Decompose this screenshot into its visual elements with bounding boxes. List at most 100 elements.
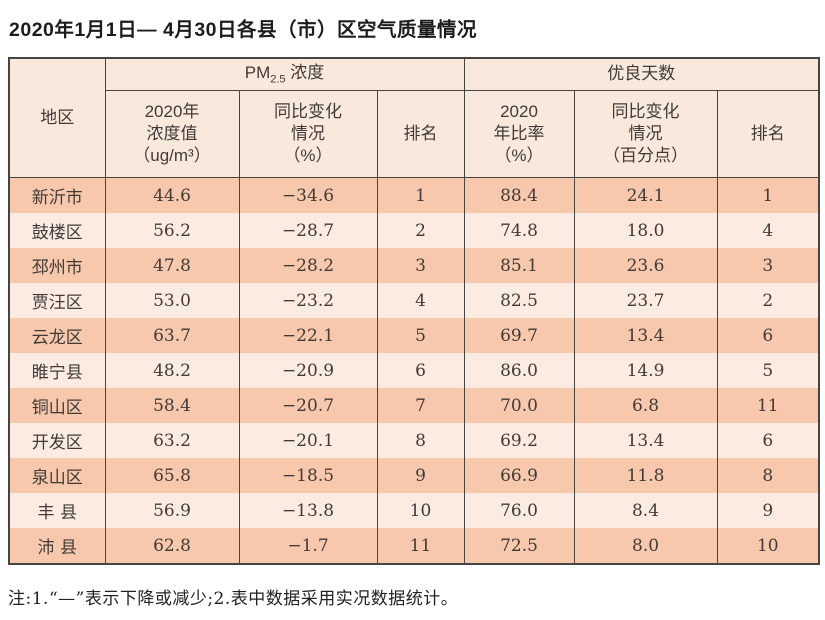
cell-goodday-rank: 8	[716, 458, 820, 493]
cell-pm25-change: −34.6	[238, 177, 378, 213]
cell-pm25-change: −28.7	[238, 213, 378, 248]
cell-goodday-ratio: 69.2	[463, 423, 575, 458]
cell-region: 睢宁县	[8, 353, 106, 388]
cell-goodday-change: 18.0	[573, 213, 718, 248]
cell-pm25-value: 58.4	[104, 388, 240, 423]
cell-goodday-change: 24.1	[573, 177, 718, 213]
pm25-label-subscript: 2.5	[270, 73, 286, 86]
cell-pm25-change: −18.5	[238, 458, 378, 493]
cell-pm25-value: 65.8	[104, 458, 240, 493]
cell-goodday-ratio: 72.5	[463, 528, 575, 564]
cell-region: 贾汪区	[8, 283, 106, 318]
cell-pm25-rank: 1	[376, 177, 465, 213]
cell-pm25-value: 63.7	[104, 318, 240, 353]
cell-goodday-rank: 10	[716, 528, 820, 564]
table-header: 地区 PM2.5 浓度 优良天数 2020年 浓度值 （ug/m³） 同比变化 …	[8, 57, 820, 178]
cell-goodday-ratio: 74.8	[463, 213, 575, 248]
table-row: 泉山区 65.8 −18.5 9 66.9 11.8 8	[8, 458, 820, 493]
cell-goodday-change: 8.4	[573, 493, 718, 528]
cell-goodday-ratio: 70.0	[463, 388, 575, 423]
table-row: 铜山区 58.4 −20.7 7 70.0 6.8 11	[8, 388, 820, 423]
cell-goodday-ratio: 66.9	[463, 458, 575, 493]
cell-goodday-change: 23.6	[573, 248, 718, 283]
cell-goodday-rank: 3	[716, 248, 820, 283]
cell-goodday-rank: 5	[716, 353, 820, 388]
cell-pm25-value: 62.8	[104, 528, 240, 564]
cell-pm25-change: −20.7	[238, 388, 378, 423]
footnote: 注:1.“—”表示下降或减少;2.表中数据采用实况数据统计。	[8, 589, 459, 609]
table-row: 丰 县 56.9 −13.8 10 76.0 8.4 9	[8, 493, 820, 528]
cell-pm25-rank: 8	[376, 423, 465, 458]
cell-region: 沛 县	[8, 528, 106, 564]
cell-pm25-change: −20.9	[238, 353, 378, 388]
cell-pm25-rank: 10	[376, 493, 465, 528]
cell-goodday-ratio: 85.1	[463, 248, 575, 283]
cell-pm25-value: 56.2	[104, 213, 240, 248]
table-row: 邳州市 47.8 −28.2 3 85.1 23.6 3	[8, 248, 820, 283]
cell-goodday-ratio: 82.5	[463, 283, 575, 318]
cell-goodday-ratio: 88.4	[463, 177, 575, 213]
table-row: 贾汪区 53.0 −23.2 4 82.5 23.7 2	[8, 283, 820, 318]
group-header-row: 地区 PM2.5 浓度 优良天数	[8, 57, 820, 178]
cell-region: 鼓楼区	[8, 213, 106, 248]
cell-region: 邳州市	[8, 248, 106, 283]
cell-goodday-rank: 2	[716, 283, 820, 318]
cell-pm25-change: −1.7	[238, 528, 378, 564]
cell-goodday-change: 13.4	[573, 423, 718, 458]
cell-region: 新沂市	[8, 177, 106, 213]
table-row: 沛 县 62.8 −1.7 11 72.5 8.0 10	[8, 528, 820, 564]
col-header-pm25-rank: 排名	[376, 90, 465, 178]
cell-pm25-rank: 11	[376, 528, 465, 564]
cell-pm25-rank: 4	[376, 283, 465, 318]
table-row: 睢宁县 48.2 −20.9 6 86.0 14.9 5	[8, 353, 820, 388]
cell-region: 铜山区	[8, 388, 106, 423]
cell-pm25-rank: 5	[376, 318, 465, 353]
cell-region: 丰 县	[8, 493, 106, 528]
col-header-region: 地区	[8, 57, 106, 178]
cell-pm25-rank: 7	[376, 388, 465, 423]
table-row: 开发区 63.2 −20.1 8 69.2 13.4 6	[8, 423, 820, 458]
cell-goodday-rank: 9	[716, 493, 820, 528]
pm25-label-suffix: 浓度	[285, 63, 325, 83]
pm25-label-prefix: PM	[244, 63, 271, 83]
col-header-pm25-change: 同比变化 情况 （%）	[238, 90, 378, 178]
cell-goodday-rank: 6	[716, 318, 820, 353]
table-row: 新沂市 44.6 −34.6 1 88.4 24.1 1	[8, 177, 820, 213]
cell-region: 开发区	[8, 423, 106, 458]
cell-region: 泉山区	[8, 458, 106, 493]
cell-goodday-change: 23.7	[573, 283, 718, 318]
sub-header-row: 2020年 浓度值 （ug/m³） 同比变化 情况 （%） 排名 2020 年比…	[9, 90, 820, 178]
cell-goodday-change: 13.4	[573, 318, 718, 353]
cell-pm25-change: −22.1	[238, 318, 378, 353]
cell-goodday-ratio: 69.7	[463, 318, 575, 353]
table-row: 鼓楼区 56.2 −28.7 2 74.8 18.0 4	[8, 213, 820, 248]
col-header-goodday-change: 同比变化 情况 （百分点）	[573, 90, 718, 178]
cell-pm25-value: 53.0	[104, 283, 240, 318]
table-row: 云龙区 63.7 −22.1 5 69.7 13.4 6	[8, 318, 820, 353]
page-title: 2020年1月1日— 4月30日各县（市）区空气质量情况	[9, 19, 478, 41]
cell-goodday-change: 6.8	[573, 388, 718, 423]
table-body: 新沂市 44.6 −34.6 1 88.4 24.1 1 鼓楼区 56.2 −28.7 2 74.8 1…	[8, 177, 820, 564]
cell-pm25-rank: 2	[376, 213, 465, 248]
col-group-good-days: 优良天数	[463, 57, 820, 91]
cell-goodday-rank: 11	[716, 388, 820, 423]
cell-pm25-rank: 9	[376, 458, 465, 493]
cell-pm25-value: 48.2	[104, 353, 240, 388]
col-header-goodday-rank: 排名	[716, 90, 820, 178]
cell-pm25-value: 56.9	[104, 493, 240, 528]
cell-pm25-change: −23.2	[238, 283, 378, 318]
cell-pm25-rank: 3	[376, 248, 465, 283]
cell-goodday-change: 14.9	[573, 353, 718, 388]
cell-pm25-value: 44.6	[104, 177, 240, 213]
air-quality-table: 地区 PM2.5 浓度 优良天数 2020年 浓度值 （ug/m³） 同比变化 …	[8, 57, 821, 565]
cell-goodday-change: 8.0	[573, 528, 718, 564]
cell-pm25-value: 63.2	[104, 423, 240, 458]
cell-pm25-change: −28.2	[238, 248, 378, 283]
cell-goodday-rank: 1	[716, 177, 820, 213]
cell-pm25-change: −20.1	[238, 423, 378, 458]
cell-pm25-change: −13.8	[238, 493, 378, 528]
cell-pm25-rank: 6	[376, 353, 465, 388]
cell-goodday-change: 11.8	[573, 458, 718, 493]
cell-goodday-rank: 4	[716, 213, 820, 248]
cell-goodday-ratio: 76.0	[463, 493, 575, 528]
